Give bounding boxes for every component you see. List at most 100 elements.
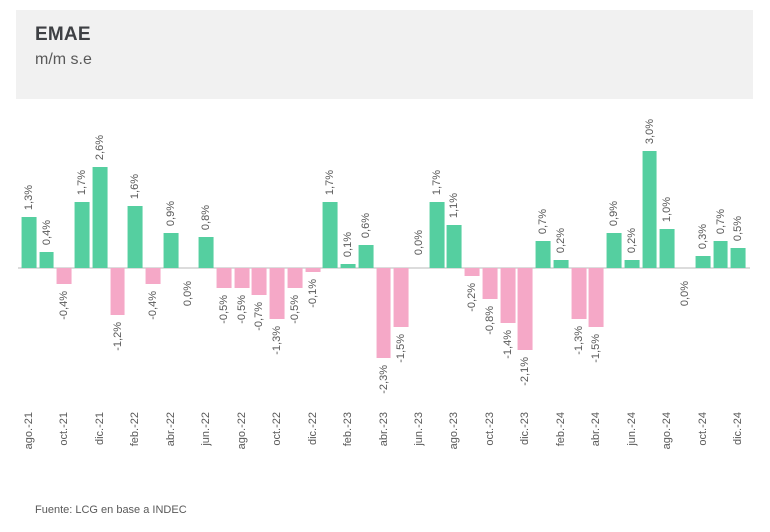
- x-axis-slot: [321, 412, 339, 482]
- x-axis-slot: dic.-21: [91, 412, 109, 482]
- bar-value-label: -0,4%: [147, 291, 159, 320]
- chart-header: EMAE m/m s.e: [16, 10, 753, 99]
- bar-value-label: -1,5%: [590, 334, 603, 363]
- bar-slot: -0,4%: [144, 100, 162, 410]
- negative-bar: [251, 268, 267, 295]
- positive-bar: [535, 241, 551, 268]
- positive-bar: [127, 206, 143, 268]
- x-axis-slot: [392, 412, 410, 482]
- positive-bar: [695, 256, 711, 268]
- negative-bar: [234, 268, 250, 288]
- x-axis-slot: [641, 412, 659, 482]
- negative-bar: [287, 268, 303, 288]
- x-axis-label: dic.-23: [519, 412, 532, 446]
- bar-slot: 3,0%: [641, 100, 659, 410]
- bar-slot: 1,6%: [126, 100, 144, 410]
- x-axis-slot: oct.-24: [694, 412, 712, 482]
- positive-bar: [713, 241, 728, 268]
- x-axis-slot: ago.-24: [658, 412, 676, 482]
- negative-bar: [305, 268, 321, 272]
- bar-value-label: 0,2%: [625, 227, 638, 253]
- negative-bar: [56, 268, 72, 284]
- positive-bar: [92, 167, 108, 268]
- x-axis-label: feb.-22: [129, 412, 142, 447]
- bar-value-label: -0,4%: [58, 291, 71, 320]
- positive-bar: [21, 217, 37, 268]
- bar-slot: 0,2%: [623, 100, 641, 410]
- source-note: Fuente: LCG en base a INDEC: [35, 504, 187, 516]
- bar-slot: 1,7%: [321, 100, 339, 410]
- x-axis-label: feb.-24: [554, 412, 567, 447]
- bar-slot: 0,3%: [694, 100, 712, 410]
- bar-value-label: 0,4%: [40, 219, 53, 245]
- x-axis: ago.-21 oct.-21 dic.-21 feb.-22 abr.-22 jun.-…: [20, 412, 747, 482]
- x-axis-label: oct.-23: [483, 412, 496, 446]
- positive-bar: [322, 202, 338, 268]
- bar-value-label: -0,1%: [306, 279, 319, 308]
- x-axis-label: jun.-24: [625, 412, 638, 446]
- x-axis-label: dic.-24: [732, 412, 745, 446]
- bar-slot: 1,1%: [446, 100, 464, 410]
- bar-slot: -1,5%: [588, 100, 606, 410]
- bar-slot: -0,8%: [481, 100, 499, 410]
- x-axis-slot: [251, 412, 269, 482]
- x-axis-slot: feb.-23: [339, 412, 357, 482]
- bar-slot: 0,4%: [38, 100, 56, 410]
- bar-value-label: -2,1%: [519, 357, 532, 386]
- x-axis-slot: [357, 412, 375, 482]
- bar-slot: 2,6%: [91, 100, 109, 410]
- bar-value-label: 0,9%: [164, 200, 177, 226]
- x-axis-label: dic.-21: [93, 412, 106, 446]
- bar-value-label: 0,0%: [679, 281, 692, 307]
- bar-value-label: 1,7%: [430, 169, 443, 195]
- chart-subtitle: m/m s.e: [35, 51, 92, 68]
- bar-value-label: 1,3%: [22, 184, 35, 210]
- bar-value-label: -1,5%: [395, 334, 408, 363]
- bar-slot: -1,4%: [499, 100, 517, 410]
- positive-bar: [429, 202, 445, 268]
- positive-bar: [606, 233, 622, 268]
- x-axis-slot: [712, 412, 730, 482]
- x-axis-label: ago.-21: [22, 412, 35, 450]
- x-axis-label: abr.-22: [164, 412, 177, 447]
- bar-slot: 0,0%: [410, 100, 428, 410]
- positive-bar: [730, 248, 746, 268]
- bar-slot: 0,9%: [605, 100, 623, 410]
- x-axis-slot: ago.-23: [446, 412, 464, 482]
- x-axis-slot: [215, 412, 233, 482]
- bar-slot: -0,4%: [55, 100, 73, 410]
- x-axis-slot: [428, 412, 446, 482]
- bar-value-label: 1,7%: [324, 169, 337, 195]
- bar-value-label: -1,2%: [111, 322, 124, 351]
- bar-slot: -0,2%: [463, 100, 481, 410]
- x-axis-slot: jun.-24: [623, 412, 641, 482]
- negative-bar: [393, 268, 409, 327]
- x-axis-label: jun.-23: [413, 412, 426, 446]
- bar-value-label: 0,2%: [554, 227, 567, 253]
- bar-slot: 0,1%: [339, 100, 357, 410]
- x-axis-label: oct.-21: [58, 412, 71, 446]
- bar-value-label: 0,5%: [732, 215, 745, 241]
- bar-slot: 0,8%: [197, 100, 215, 410]
- bar-value-label: 3,0%: [643, 118, 656, 144]
- x-axis-label: jun.-22: [200, 412, 213, 446]
- bar-slot: 0,9%: [162, 100, 180, 410]
- x-axis-slot: abr.-24: [588, 412, 606, 482]
- x-axis-slot: [180, 412, 198, 482]
- x-axis-slot: [463, 412, 481, 482]
- bar-value-label: 1,1%: [448, 192, 461, 218]
- bar-value-label: 0,9%: [608, 200, 621, 226]
- x-axis-label: abr.-23: [377, 412, 390, 447]
- bar-slot: 1,3%: [20, 100, 38, 410]
- x-axis-slot: [144, 412, 162, 482]
- bar-slot: -1,2%: [109, 100, 127, 410]
- negative-bar: [588, 268, 604, 327]
- x-axis-slot: abr.-22: [162, 412, 180, 482]
- bar-value-label: 1,0%: [661, 196, 674, 222]
- x-axis-slot: feb.-24: [552, 412, 570, 482]
- bar-slot: 0,6%: [357, 100, 375, 410]
- negative-bar: [482, 268, 498, 299]
- bar-value-label: 1,6%: [129, 173, 142, 199]
- x-axis-label: dic.-22: [306, 412, 319, 446]
